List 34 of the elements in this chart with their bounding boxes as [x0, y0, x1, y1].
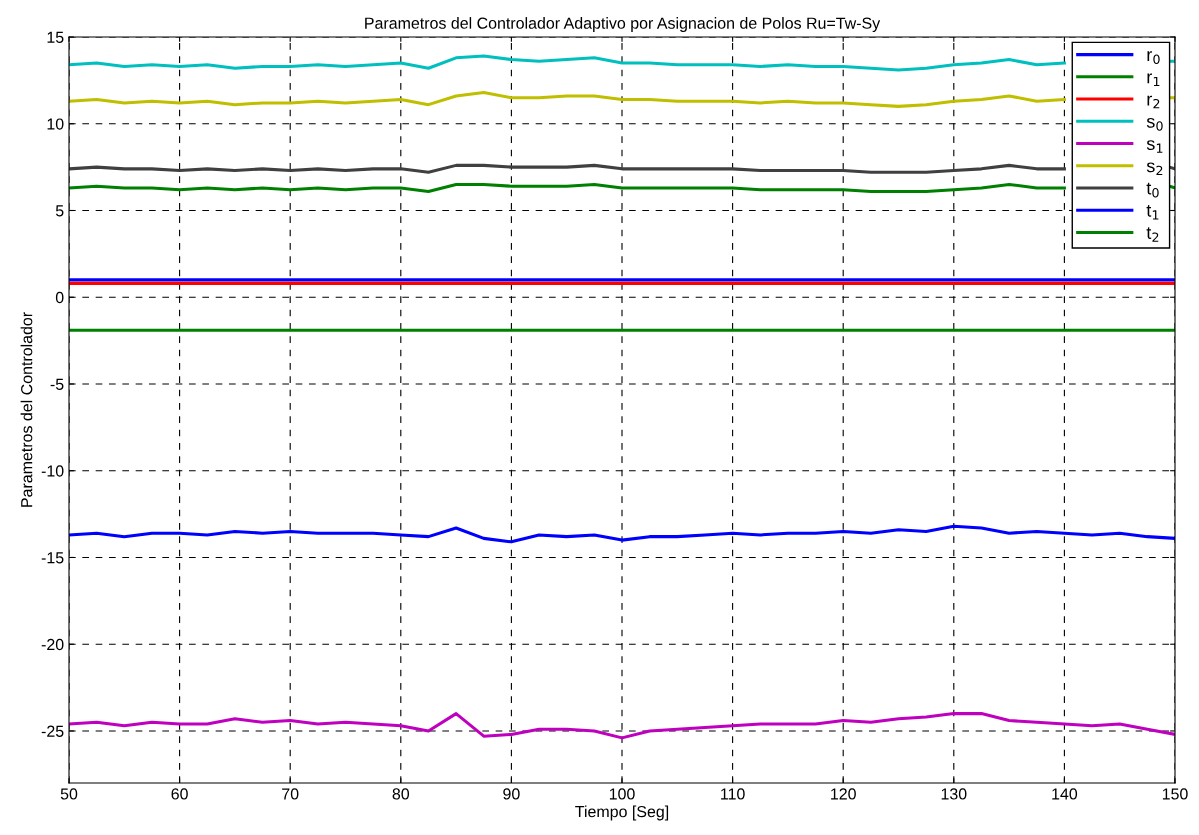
x-tick-label: 120 — [831, 788, 856, 800]
x-tick-label: 60 — [171, 788, 188, 800]
x-tick-label: 80 — [392, 788, 410, 800]
y-tick-label: 0 — [55, 291, 64, 304]
legend-label: s$_{2}$ — [1146, 162, 1163, 176]
y-tick-label: 10 — [47, 118, 64, 130]
legend-label: s$_{0}$ — [1146, 117, 1163, 131]
x-tick-label: 150 — [1162, 788, 1188, 800]
line-series — [69, 712, 1175, 740]
x-tick-label: 100 — [609, 788, 635, 800]
x-tick-label: 70 — [282, 788, 299, 800]
legend-label: t$_{2}$ — [1146, 227, 1159, 242]
y-tick-label: -20 — [41, 638, 64, 651]
y-tick-label: -15 — [41, 552, 64, 564]
x-tick-label: 130 — [941, 788, 967, 800]
legend-label: r$_{1}$ — [1147, 73, 1160, 87]
y-tick-label: -5 — [50, 378, 64, 390]
x-tick-label: 90 — [503, 788, 520, 800]
y-tick-label: -25 — [41, 725, 64, 737]
x-tick-label: 140 — [1052, 788, 1078, 800]
x-tick-label: 50 — [60, 788, 78, 800]
y-tick-label: -10 — [41, 465, 64, 477]
x-axis-title: Tiempo [Seg] — [575, 805, 669, 821]
line-series — [69, 524, 1175, 544]
chart-title: Parametros del Controlador Adaptivo por Asignacion de Polos Ru=Tw-Sy — [365, 17, 881, 32]
x-tick-label: 110 — [721, 788, 745, 800]
y-tick-label: 5 — [55, 205, 64, 217]
y-tick-label: 15 — [47, 31, 64, 43]
legend-label: r$_{0}$ — [1147, 51, 1160, 65]
legend-label: r$_{2}$ — [1147, 95, 1160, 109]
legend-label: t$_{1}$ — [1146, 204, 1159, 220]
legend-label: s$_{1}$ — [1146, 140, 1163, 153]
y-axis-title: Parametros del Controlador — [20, 312, 33, 507]
legend-label: t$_{0}$ — [1146, 182, 1159, 198]
